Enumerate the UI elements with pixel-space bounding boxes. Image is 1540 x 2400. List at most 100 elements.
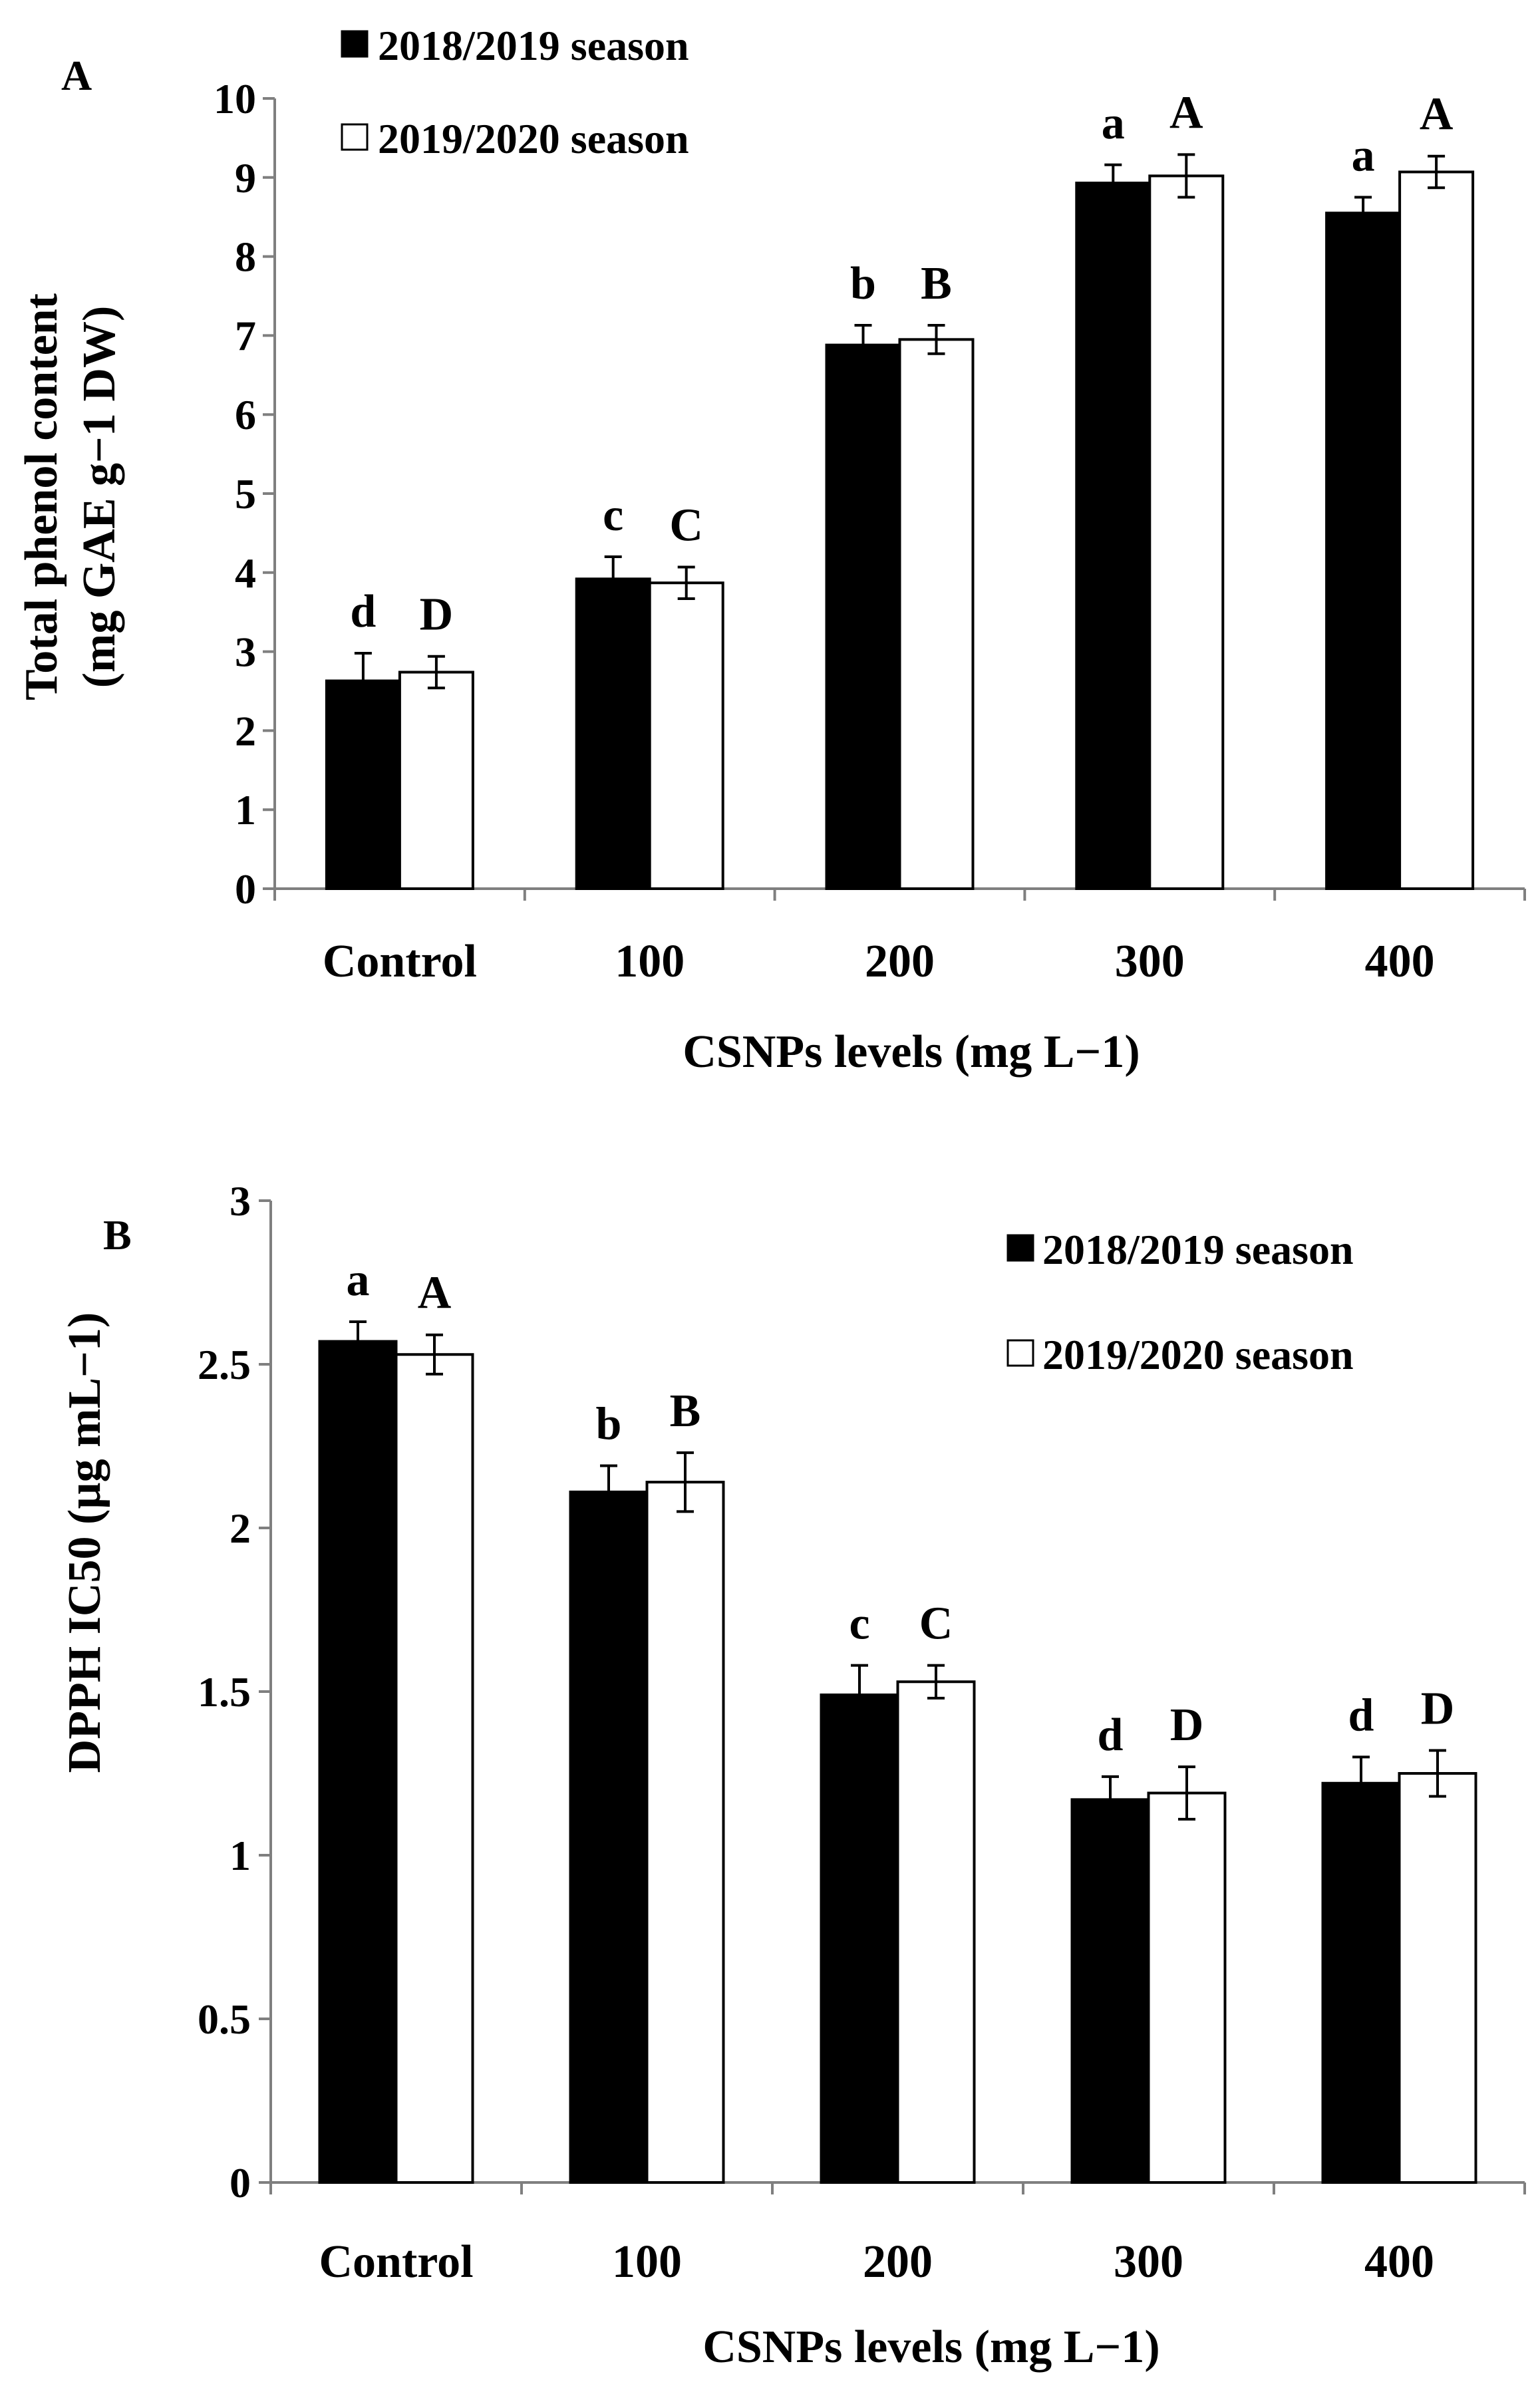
x-tick-label: 400 bbox=[1365, 936, 1435, 987]
bar bbox=[318, 1340, 398, 2184]
y-tick-label: 1 bbox=[235, 786, 256, 833]
bar bbox=[1321, 1781, 1401, 2184]
panel-b-chart: B DPPH IC50 (µg mL−1) 00.511.522.53 a Ab B… bbox=[59, 1177, 1526, 2373]
significance-letter: C bbox=[919, 1598, 953, 1650]
bar bbox=[648, 581, 724, 891]
panel-a-legend-label-2018-2019: 2018/2019 season bbox=[378, 22, 689, 69]
significance-letter: B bbox=[670, 1386, 701, 1437]
panel-b-legend-swatch-2019-2020 bbox=[1006, 1339, 1034, 1367]
bar bbox=[1148, 174, 1225, 891]
panel-a-significance-letters: d Dc Cb Ba AaA bbox=[350, 87, 1453, 640]
panel-a-legend-swatch-2018-2019 bbox=[341, 30, 369, 58]
x-tick-label: 200 bbox=[863, 2236, 933, 2288]
panel-b-x-tick-labels: Control 100 200 300 400 bbox=[319, 2236, 1434, 2288]
y-tick-label: 0 bbox=[230, 2159, 251, 2206]
significance-letter: C bbox=[669, 500, 703, 551]
bar bbox=[896, 1680, 976, 2184]
significance-letter: b bbox=[596, 1399, 622, 1450]
y-tick-label: 2.5 bbox=[198, 1341, 251, 1388]
panel-b-legend-swatch-2018-2019 bbox=[1006, 1234, 1034, 1262]
panel-b-x-axis-title: CSNPs levels (mg L−1) bbox=[702, 2322, 1159, 2373]
y-tick-label: 6 bbox=[235, 391, 256, 438]
panel-b-legend: 2018/2019 season 2019/2020 season bbox=[1006, 1226, 1354, 1378]
significance-letter: D bbox=[420, 589, 454, 641]
bar bbox=[569, 1490, 649, 2184]
y-tick-label: 10 bbox=[214, 75, 256, 122]
panel-a-y-axis-title-line2: (mg GAE g−1 DW) bbox=[74, 306, 125, 688]
y-tick-label: 7 bbox=[235, 312, 256, 359]
panel-b-legend-label-2018-2019: 2018/2019 season bbox=[1042, 1226, 1354, 1273]
panel-a-x-ticks bbox=[273, 889, 1526, 901]
bar bbox=[825, 343, 901, 890]
significance-letter: d bbox=[1098, 1710, 1124, 1761]
panel-a-legend-label-2019-2020: 2019/2020 season bbox=[378, 115, 689, 162]
panel-a-legend-swatch-2019-2020 bbox=[341, 123, 369, 151]
y-tick-label: 0.5 bbox=[198, 1996, 251, 2043]
panel-a-x-tick-labels: Control 100 200 300 400 bbox=[323, 936, 1435, 987]
bar bbox=[1398, 1772, 1477, 2184]
significance-letter: B bbox=[921, 258, 952, 309]
x-tick-label: 100 bbox=[615, 936, 685, 987]
bar bbox=[325, 679, 401, 891]
panel-b-letter: B bbox=[103, 1211, 132, 1259]
x-tick-label: 200 bbox=[865, 936, 935, 987]
significance-letter: c bbox=[849, 1598, 869, 1650]
panel-b-legend-label-2019-2020: 2019/2020 season bbox=[1042, 1331, 1354, 1378]
significance-letter: A bbox=[1420, 89, 1454, 140]
y-tick-label: 4 bbox=[235, 549, 256, 597]
significance-letter: c bbox=[603, 490, 623, 541]
bar bbox=[898, 338, 975, 890]
panel-a-legend: 2018/2019 season 2019/2020 season bbox=[341, 22, 689, 162]
significance-letter: D bbox=[1421, 1684, 1455, 1735]
y-tick-label: 8 bbox=[235, 233, 256, 281]
significance-letter: b bbox=[850, 258, 876, 309]
significance-letter: a bbox=[1102, 98, 1125, 149]
y-tick-label: 3 bbox=[235, 629, 256, 676]
x-tick-label: 100 bbox=[612, 2236, 682, 2288]
y-tick-label: 1 bbox=[230, 1832, 251, 1879]
significance-letter: a bbox=[347, 1255, 370, 1306]
y-tick-label: 5 bbox=[235, 470, 256, 518]
significance-letter: d bbox=[350, 586, 376, 637]
bar bbox=[1075, 182, 1152, 891]
bar bbox=[1147, 1791, 1227, 2184]
panel-a-y-axis-title-line1: Total phenol content bbox=[16, 293, 67, 700]
x-tick-label: Control bbox=[319, 2236, 473, 2288]
significance-letter: A bbox=[418, 1268, 452, 1319]
significance-letter: a bbox=[1352, 130, 1375, 182]
x-tick-label: 300 bbox=[1115, 936, 1185, 987]
y-tick-label: 1.5 bbox=[198, 1668, 251, 1716]
x-tick-label: Control bbox=[323, 936, 477, 987]
bar bbox=[1398, 170, 1475, 890]
panel-a-y-ticks: 0 1 2 3 4 5 6 7 8 9 10 bbox=[214, 75, 275, 913]
y-tick-label: 2 bbox=[230, 1505, 251, 1552]
y-tick-label: 0 bbox=[235, 865, 256, 913]
panel-b-error-bars bbox=[349, 1320, 1446, 1824]
bar bbox=[575, 577, 651, 891]
y-tick-label: 2 bbox=[235, 707, 256, 754]
bar bbox=[645, 1481, 725, 2184]
bar bbox=[398, 671, 474, 890]
panel-a-letter: A bbox=[61, 52, 92, 99]
bar bbox=[820, 1693, 899, 2184]
significance-letter: A bbox=[1169, 87, 1203, 138]
panel-b-y-axis-title-text: DPPH IC50 (µg mL−1) bbox=[59, 1312, 110, 1773]
panel-a-bars bbox=[325, 170, 1475, 891]
panel-a-error-bars bbox=[354, 153, 1446, 710]
bar bbox=[1070, 1798, 1150, 2184]
panel-a-chart: A Total phenol content (mg GAE g−1 DW) 0… bbox=[16, 22, 1526, 1078]
x-tick-label: 400 bbox=[1364, 2236, 1434, 2288]
bar bbox=[1325, 212, 1402, 890]
significance-letter: D bbox=[1170, 1700, 1204, 1751]
y-tick-label: 9 bbox=[235, 154, 256, 202]
x-tick-label: 300 bbox=[1114, 2236, 1183, 2288]
y-tick-label: 3 bbox=[230, 1177, 251, 1225]
panel-b-y-axis-title: DPPH IC50 (µg mL−1) bbox=[59, 1312, 110, 1773]
panel-b-x-ticks bbox=[269, 2182, 1526, 2194]
significance-letter: d bbox=[1348, 1690, 1374, 1741]
bar bbox=[394, 1353, 474, 2184]
panel-b-bars bbox=[318, 1340, 1477, 2184]
panel-a-x-axis-title: CSNPs levels (mg L−1) bbox=[683, 1026, 1140, 1078]
